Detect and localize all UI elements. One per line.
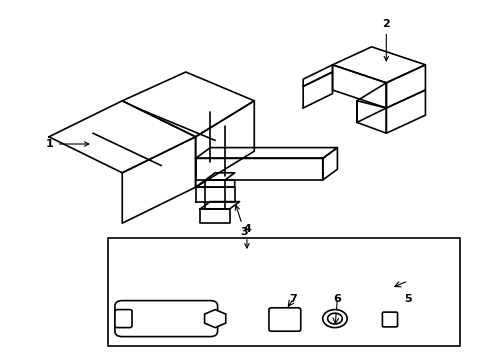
Polygon shape (303, 72, 332, 108)
Polygon shape (195, 187, 234, 202)
Polygon shape (332, 47, 425, 83)
Polygon shape (195, 101, 254, 187)
Text: 4: 4 (243, 224, 250, 248)
Polygon shape (386, 90, 425, 133)
Bar (107, 238, 459, 346)
Polygon shape (356, 101, 386, 133)
FancyBboxPatch shape (268, 308, 300, 331)
Text: 5: 5 (404, 294, 411, 304)
Polygon shape (49, 101, 195, 173)
Polygon shape (205, 180, 224, 209)
Polygon shape (356, 83, 386, 122)
Text: 2: 2 (382, 19, 389, 61)
Polygon shape (200, 202, 239, 209)
Polygon shape (195, 180, 234, 187)
Polygon shape (332, 65, 386, 108)
Text: 7: 7 (289, 294, 297, 304)
FancyBboxPatch shape (382, 312, 397, 327)
Polygon shape (195, 148, 337, 158)
Text: 6: 6 (333, 294, 341, 304)
Text: 3: 3 (235, 206, 248, 237)
FancyBboxPatch shape (115, 301, 217, 337)
Polygon shape (122, 137, 195, 223)
Polygon shape (122, 72, 254, 137)
Polygon shape (195, 158, 322, 180)
Text: 1: 1 (46, 139, 89, 149)
Polygon shape (322, 148, 337, 180)
Polygon shape (386, 65, 425, 108)
Polygon shape (200, 209, 229, 223)
Polygon shape (303, 65, 332, 86)
Polygon shape (205, 173, 234, 180)
FancyBboxPatch shape (115, 310, 132, 328)
